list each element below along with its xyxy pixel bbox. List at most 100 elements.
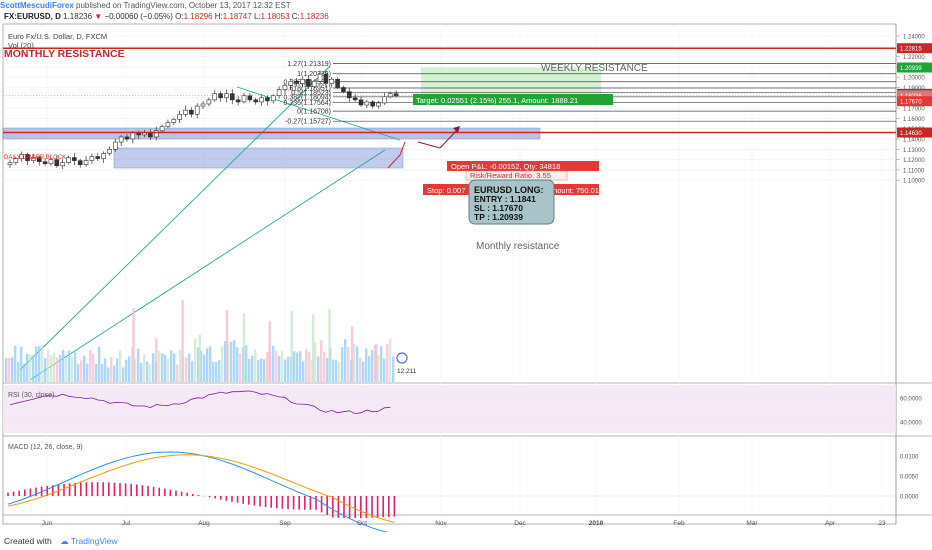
fib-level-label: 0.382(1.18094) xyxy=(284,94,331,101)
candle-body xyxy=(294,81,299,84)
candle-body xyxy=(352,97,358,101)
volume-bar xyxy=(308,351,311,382)
candle-body xyxy=(83,160,89,166)
volume-bar xyxy=(8,358,11,382)
high-value: 1.18747 xyxy=(222,12,252,21)
fib-level-label: 0.618(1.18951) xyxy=(284,86,331,93)
rsi-tick-label: 60.0000 xyxy=(900,397,922,403)
price-marker-tag[interactable] xyxy=(897,62,932,73)
volume-bar xyxy=(26,353,29,382)
volume-label: Vol (20) xyxy=(8,41,34,50)
volume-bar xyxy=(236,347,239,382)
fib-level-label: -0.27(1.15727) xyxy=(285,119,331,126)
candle-body xyxy=(259,97,264,103)
price-marker-label: 1.22815 xyxy=(900,47,922,53)
time-axis[interactable]: Jun Jul Aug Sep Oct Nov Dec 2018 Feb Mar Apr 23 xyxy=(42,520,886,527)
price-tick-label: 1.17000 xyxy=(903,107,925,113)
projection-arrow-3[interactable] xyxy=(439,128,459,149)
volume-bar xyxy=(245,345,248,382)
tradingview-brand[interactable]: TradingView xyxy=(70,536,118,546)
macd-histogram xyxy=(7,482,396,519)
volume-bar xyxy=(260,358,263,382)
author-link[interactable]: ScottMescudiForex xyxy=(0,1,74,10)
candle-body xyxy=(224,93,229,99)
symbol-name[interactable]: FX:EURUSD, D xyxy=(4,12,61,21)
volume-bar xyxy=(191,360,194,382)
event-marker-icon[interactable] xyxy=(396,352,408,364)
candle-body xyxy=(113,141,118,150)
rsi-axis[interactable]: 60.0000 40.0000 xyxy=(900,397,922,427)
volume-bar xyxy=(65,357,68,382)
price-tick-label: 1.16000 xyxy=(903,117,925,123)
candle-body xyxy=(276,89,282,97)
volume-bar xyxy=(44,358,47,382)
volume-bar xyxy=(326,357,329,382)
price-marker-tag[interactable] xyxy=(897,127,932,138)
macd-label: MACD (12, 26, close, 9) xyxy=(8,444,83,451)
volume-bar xyxy=(155,338,158,382)
daily-order-block-zone[interactable] xyxy=(113,147,404,169)
channel-lower-line[interactable] xyxy=(29,149,386,381)
volume-bar xyxy=(23,363,26,382)
candle-body xyxy=(165,122,171,127)
volume-bar xyxy=(5,358,8,382)
price-marker-tag[interactable] xyxy=(897,43,932,54)
candle-body xyxy=(200,103,206,107)
volume-bar xyxy=(320,340,323,382)
volume-bar xyxy=(338,361,341,382)
candle-body xyxy=(101,153,106,159)
publish-header: ScottMescudiForex published on TradingVi… xyxy=(0,0,932,11)
close-value: 1.18236 xyxy=(299,12,329,21)
rsi-tick-label: 40.0000 xyxy=(900,421,922,427)
price-marker-tag[interactable] xyxy=(897,90,932,101)
volume-bar xyxy=(275,350,278,382)
volume-bar xyxy=(137,348,140,382)
macd-axis[interactable]: 0.0100 0.0050 0.0000 xyxy=(900,455,919,501)
price-chart[interactable]: 1.27(1.21319)1(1.20338)0.785(1.19557)0.6… xyxy=(0,0,932,532)
price-marker-tag[interactable] xyxy=(897,96,932,107)
volume-bar xyxy=(233,340,236,382)
publish-info: published on TradingView.com, October 13… xyxy=(73,1,291,10)
volume-bar xyxy=(198,334,201,382)
volume-bar xyxy=(377,354,380,382)
volume-bar xyxy=(143,353,146,382)
trade-note-box[interactable] xyxy=(468,179,555,225)
projection-arrow-2[interactable] xyxy=(417,141,441,149)
open-value: 1.18296 xyxy=(183,12,213,21)
volume-bar xyxy=(305,348,308,382)
candle-body xyxy=(317,73,323,82)
volume-bar xyxy=(281,350,284,382)
volume-bar xyxy=(35,346,38,382)
volume-bar xyxy=(188,353,191,382)
time-tick-label: Mar xyxy=(746,520,758,527)
volume-bar xyxy=(389,338,392,382)
channel-upper-line[interactable] xyxy=(19,65,331,371)
projection-arrow-1[interactable] xyxy=(387,141,406,169)
candle-body xyxy=(95,156,101,159)
volume-bar xyxy=(359,357,362,382)
candle-body xyxy=(364,101,370,106)
volume-bar xyxy=(62,349,65,382)
candle-body xyxy=(206,99,212,105)
volume-bar xyxy=(98,346,101,382)
time-tick-label: Dec xyxy=(514,520,526,527)
candle-body xyxy=(376,102,381,107)
weekly-order-block[interactable] xyxy=(2,127,541,140)
volume-bar xyxy=(380,346,383,382)
volume-bar xyxy=(32,355,35,382)
price-tick-label: 1.24000 xyxy=(903,35,925,41)
volume-bar xyxy=(332,359,335,382)
downtrend-line[interactable] xyxy=(236,86,401,141)
candle-body xyxy=(230,93,235,101)
volume-bar xyxy=(152,353,155,382)
volume-bar xyxy=(296,352,299,382)
volume-bar xyxy=(218,359,221,382)
price-axis[interactable]: 1.240001.230001.220001.210001.200001.190… xyxy=(896,35,932,185)
volume-bar xyxy=(251,355,254,382)
candle-body xyxy=(270,95,276,102)
candle-body xyxy=(189,109,194,115)
candle-body xyxy=(118,136,124,143)
stop-amount-label: mount: 750.01 xyxy=(551,186,599,195)
fib-level-label: 1(1.20338) xyxy=(297,71,331,78)
candle-body xyxy=(171,119,177,123)
